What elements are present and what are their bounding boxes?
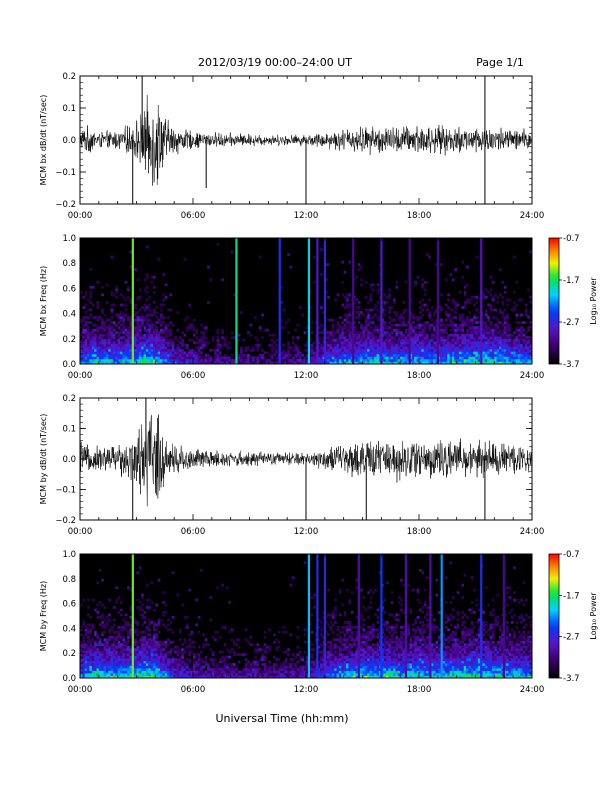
broadband-line-9: [440, 554, 443, 678]
x-tick-label: 00:00: [68, 527, 93, 537]
broadband-line-6: [323, 238, 327, 364]
x-tick-label: 00:00: [68, 685, 93, 695]
broadband-line-7: [404, 554, 408, 678]
colorbar-label: Log₁₀ Power: [589, 277, 598, 325]
y-tick-label: 0.0: [62, 674, 76, 684]
broadband-line-4: [307, 238, 311, 364]
y-axis-label: MCM bx Freq (Hz): [39, 266, 48, 336]
y-tick-label: 0.2: [62, 335, 76, 345]
y-tick-label: 0.0: [62, 455, 76, 465]
y-tick-label: −0.1: [55, 168, 76, 178]
x-tick-label: 18:00: [407, 685, 432, 695]
x-tick-label: 18:00: [407, 211, 432, 221]
x-tick-label: 12:00: [294, 371, 319, 381]
broadband-line-6: [380, 554, 383, 678]
x-tick-label: 12:00: [294, 211, 319, 221]
x-tick-label: 24:00: [520, 211, 545, 221]
y-axis-label: MCM bx dB/dt (nT/sec): [39, 95, 48, 186]
figure-title: 2012/03/19 00:00–24:00 UT: [198, 56, 352, 69]
broadband-line-5: [316, 238, 319, 364]
broadband-line-3: [316, 554, 319, 678]
x-tick-label: 06:00: [181, 371, 206, 381]
plot-area-4: [80, 554, 532, 678]
x-tick-label: 24:00: [520, 685, 545, 695]
colorbar-tick-label: -1.7: [563, 591, 580, 601]
colorbar-tick-label: -0.7: [563, 234, 580, 244]
y-tick-label: 0.0: [62, 360, 76, 370]
panel-2: 00:00 06:00 12:00 18:00 24:00 1.0 0.8 0.6 0.4 0.2…: [39, 234, 544, 381]
colorbar-tick-label: -2.7: [563, 633, 580, 643]
broadband-line-2: [235, 238, 238, 364]
broadband-line-1: [131, 554, 134, 678]
x-tick-label: 12:00: [294, 685, 319, 695]
x-axis-label: Universal Time (hh:mm): [216, 712, 349, 725]
y-axis-label: MCM by dB/dt (nT/sec): [39, 414, 48, 505]
y-tick-label: 0.1: [62, 104, 76, 114]
y-tick-label: 0.2: [62, 72, 76, 82]
y-tick-label: 0.6: [62, 284, 76, 294]
y-tick-label: 0.0: [62, 136, 76, 146]
series-trace: [80, 95, 532, 186]
broadband-line-7: [352, 238, 355, 364]
y-tick-label: 1.0: [62, 234, 76, 244]
x-tick-label: 18:00: [407, 527, 432, 537]
broadband-line-4: [323, 554, 327, 678]
y-tick-label: 1.0: [62, 550, 76, 560]
colorbar-tick-label: -1.7: [563, 276, 580, 286]
y-tick-label: 0.8: [62, 259, 76, 269]
y-tick-label: −0.1: [55, 486, 76, 496]
broadband-line-9: [408, 238, 411, 364]
broadband-line-10: [436, 238, 440, 364]
y-tick-label: 0.1: [62, 425, 76, 435]
broadband-line-5: [357, 554, 360, 678]
broadband-line-2: [307, 554, 311, 678]
broadband-line-1: [131, 238, 134, 364]
panel-1: 00:00 06:00 12:00 18:00 24:00 0.2 0.1 0.0 −0.1 −0…: [39, 72, 544, 221]
plot-area-3: [80, 398, 532, 520]
colorbar-2: -0.7 -1.7 -2.7 -3.7 Log₁₀ Power: [548, 234, 598, 370]
x-tick-label: 00:00: [68, 371, 93, 381]
y-axis-label: MCM by Freq (Hz): [39, 581, 48, 651]
colorbar-tick-label: -3.7: [563, 674, 580, 684]
x-tick-label: 12:00: [294, 527, 319, 537]
page-indicator: Page 1/1: [476, 56, 524, 69]
broadband-line-11: [502, 554, 505, 678]
y-tick-label: 0.2: [62, 394, 76, 404]
broadband-line-3: [278, 238, 281, 364]
x-tick-label: 00:00: [68, 211, 93, 221]
broadband-line-8: [380, 238, 383, 364]
panel-4: 00:00 06:00 12:00 18:00 24:00 1.0 0.8 0.6 0.4 0.2…: [39, 550, 544, 695]
colorbar-4: -0.7 -1.7 -2.7 -3.7 Log₁₀ Power: [548, 550, 598, 684]
colorbar-tick-label: -2.7: [563, 318, 580, 328]
y-tick-label: 0.4: [62, 624, 76, 634]
x-tick-label: 06:00: [181, 527, 206, 537]
colorbar-tick-label: -3.7: [563, 360, 580, 370]
plot-area-1: [80, 76, 532, 204]
x-tick-label: 24:00: [520, 527, 545, 537]
x-tick-label: 18:00: [407, 371, 432, 381]
y-tick-label: 0.2: [62, 649, 76, 659]
broadband-line-11: [480, 238, 483, 364]
x-tick-label: 06:00: [181, 211, 206, 221]
colorbar-scale: [548, 237, 560, 365]
panel-3: 00:00 06:00 12:00 18:00 24:00 0.2 0.1 0.0 −0.1 −0…: [39, 394, 544, 537]
broadband-line-8: [429, 554, 432, 678]
colorbar-scale: [548, 553, 560, 679]
plot-area-2: [80, 238, 532, 364]
y-tick-label: 0.6: [62, 600, 76, 610]
y-tick-label: −0.2: [55, 516, 76, 526]
y-tick-label: −0.2: [55, 200, 76, 210]
x-tick-label: 06:00: [181, 685, 206, 695]
broadband-line-10: [480, 554, 483, 678]
y-tick-label: 0.8: [62, 575, 76, 585]
y-tick-label: 0.4: [62, 310, 76, 320]
x-tick-label: 24:00: [520, 371, 545, 381]
colorbar-label: Log₁₀ Power: [589, 592, 598, 640]
colorbar-tick-label: -0.7: [563, 550, 580, 560]
